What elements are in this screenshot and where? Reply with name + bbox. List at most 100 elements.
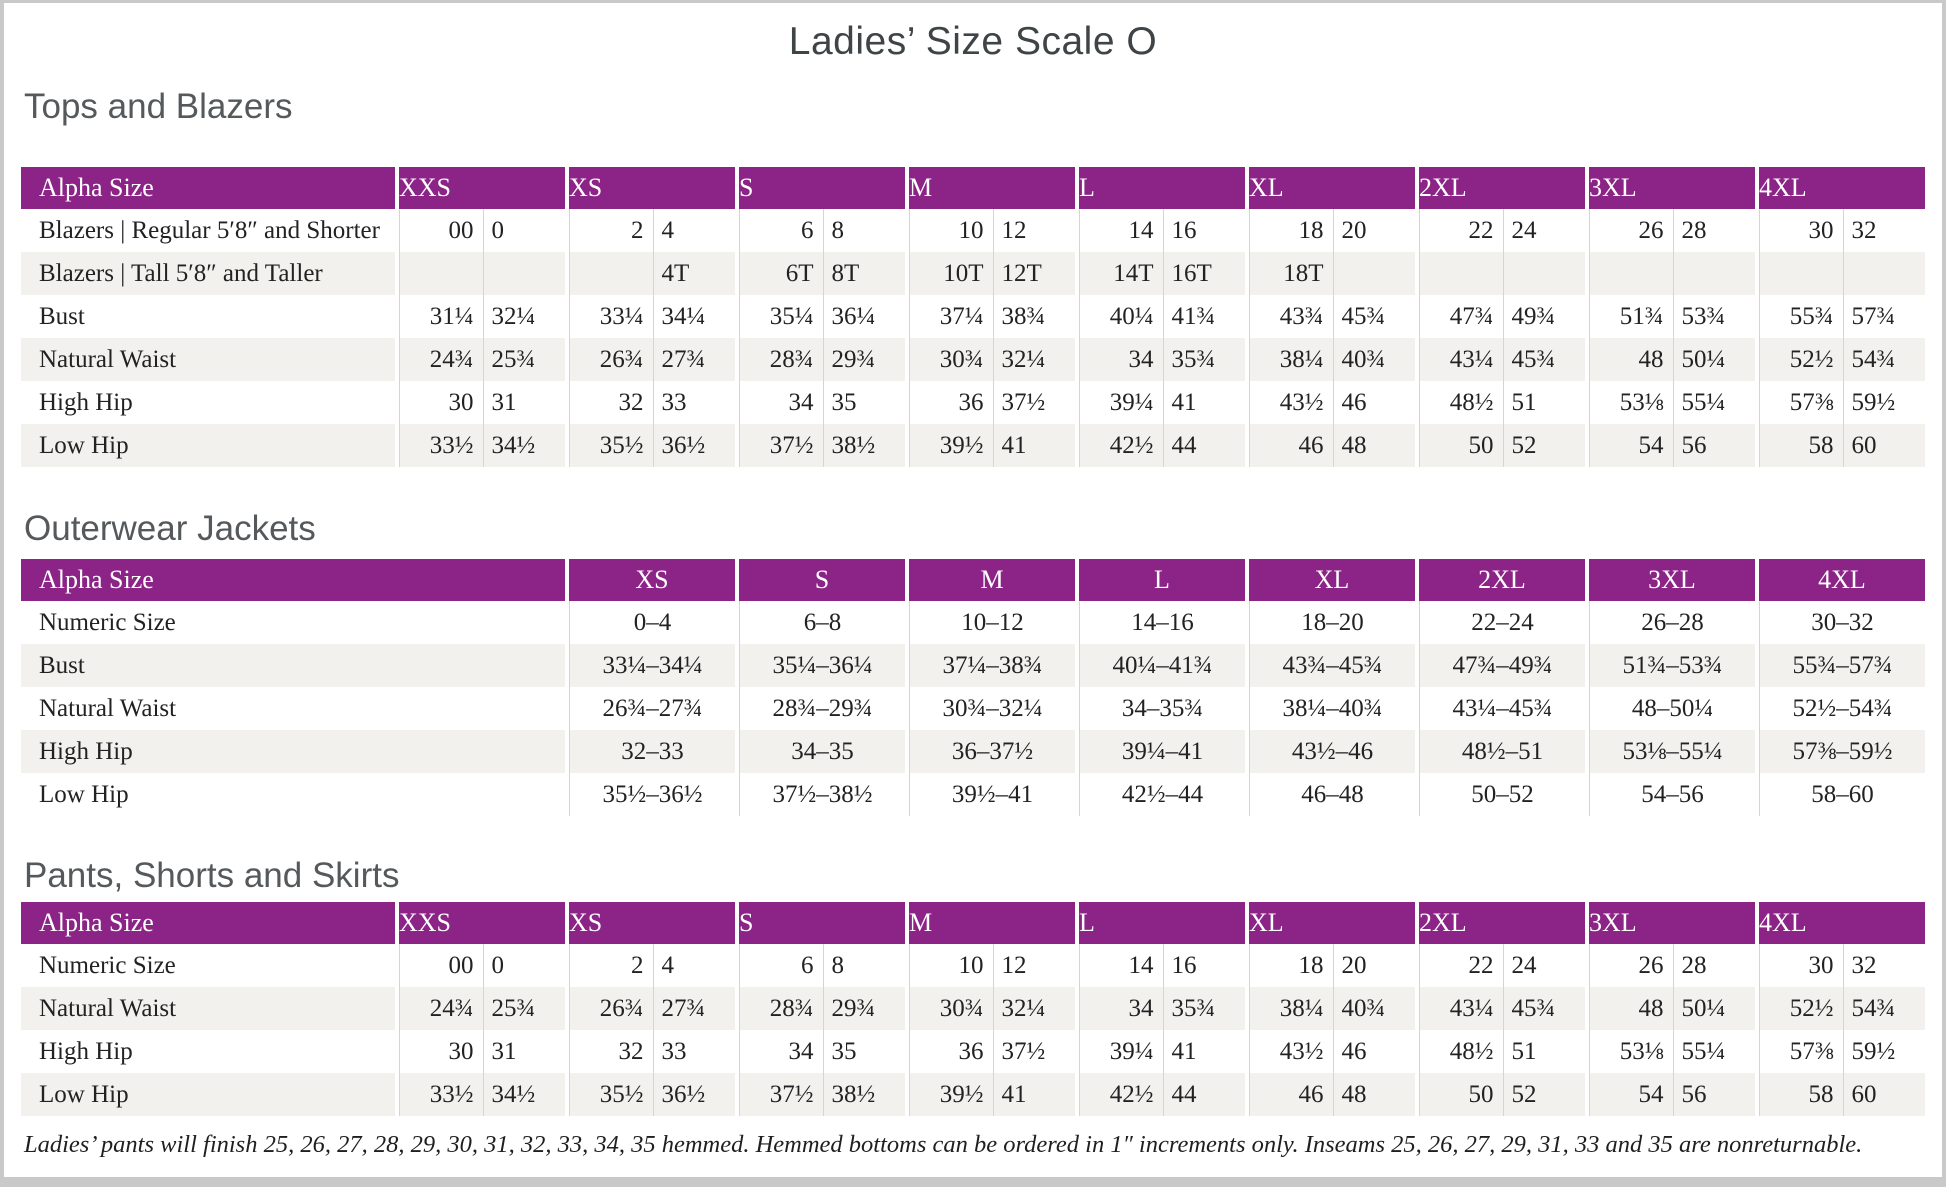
size-value: 34 xyxy=(788,389,814,416)
size-value: 43½ xyxy=(1279,389,1324,416)
section-heading: Pants, Shorts and Skirts xyxy=(24,856,400,895)
size-value xyxy=(1842,252,1926,295)
size-value: 8 xyxy=(822,209,906,252)
size-value: 30 xyxy=(1808,952,1834,979)
size-value: 52½ xyxy=(1789,346,1834,373)
size-pair-cell: 39¼ 41 xyxy=(1079,381,1245,424)
size-value: 25¾ xyxy=(482,338,566,381)
size-column-header: S xyxy=(739,559,905,601)
size-value: 41 xyxy=(992,1073,1076,1116)
size-value: 34½ xyxy=(482,424,566,467)
size-range-cell: 26¾–27¾ xyxy=(569,687,735,730)
size-value: 54¾ xyxy=(1842,987,1926,1030)
size-value: 00 xyxy=(448,217,474,244)
size-range-cell: 40¼–41¾ xyxy=(1079,644,1245,687)
size-pair-cell: 48½ 51 xyxy=(1419,381,1585,424)
row-label: Bust xyxy=(21,644,565,687)
size-pair-cell: 47¾ 49¾ xyxy=(1419,295,1585,338)
size-pair-cell: 58 60 xyxy=(1759,424,1925,467)
size-range-cell: 0–4 xyxy=(569,601,735,644)
size-value: 8 xyxy=(822,944,906,987)
size-value: 37½ xyxy=(992,381,1076,424)
size-value: 30 xyxy=(1808,217,1834,244)
size-pair-cell: 00 0 xyxy=(399,209,565,252)
size-range-cell: 34–35 xyxy=(739,730,905,773)
size-value: 12 xyxy=(992,209,1076,252)
size-value: 8T xyxy=(822,252,906,295)
table-row: High Hip 30 31 32 33 34 35 36 37½ 39¼ 41 43½ 46 48½ 51… xyxy=(21,1030,1925,1073)
size-value: 37½ xyxy=(992,1030,1076,1073)
size-pair-cell: 30 32 xyxy=(1759,209,1925,252)
size-pair-cell: 30¾ 32¼ xyxy=(909,987,1075,1030)
size-value: 55¼ xyxy=(1672,381,1756,424)
size-value: 43¾ xyxy=(1279,303,1324,330)
size-range-cell: 37¼–38¾ xyxy=(909,644,1075,687)
size-column-header: 4XL xyxy=(1759,902,1925,944)
size-value: 51 xyxy=(1502,381,1586,424)
size-pair-cell xyxy=(1759,252,1925,295)
size-pair-cell: 38¼ 40¾ xyxy=(1249,338,1415,381)
size-value: 32 xyxy=(1842,944,1926,987)
size-value: 26 xyxy=(1638,217,1664,244)
size-pair-cell: 43¾ 45¾ xyxy=(1249,295,1415,338)
size-pair-cell: 00 0 xyxy=(399,944,565,987)
size-column-header: XXS xyxy=(399,167,565,209)
size-range-cell: 35¼–36¼ xyxy=(739,644,905,687)
size-range-cell: 30–32 xyxy=(1759,601,1925,644)
size-pair-cell: 52½ 54¾ xyxy=(1759,987,1925,1030)
size-range-cell: 47¾–49¾ xyxy=(1419,644,1585,687)
size-pair-cell: 37¼ 38¾ xyxy=(909,295,1075,338)
size-range-cell: 52½–54¾ xyxy=(1759,687,1925,730)
size-pair-cell: 48½ 51 xyxy=(1419,1030,1585,1073)
size-value: 48 xyxy=(1332,424,1416,467)
size-value: 53⅛ xyxy=(1619,389,1664,416)
size-value: 0 xyxy=(482,944,566,987)
size-column-header: 3XL xyxy=(1589,902,1755,944)
size-column-header: 2XL xyxy=(1419,167,1585,209)
size-value: 45¾ xyxy=(1502,338,1586,381)
size-value: 10 xyxy=(958,952,984,979)
size-value: 38¼ xyxy=(1279,995,1324,1022)
size-value: 60 xyxy=(1842,424,1926,467)
row-label: Natural Waist xyxy=(39,695,177,722)
table-row: Low Hip 33½ 34½ 35½ 36½ 37½ 38½ 39½ 41 42½ 44 46 48 5… xyxy=(21,424,1925,467)
size-column-header: XS xyxy=(569,167,735,209)
size-value: 29¾ xyxy=(822,987,906,1030)
size-pair-cell xyxy=(1589,252,1755,295)
size-value: 32¼ xyxy=(992,338,1076,381)
size-value: 41 xyxy=(992,424,1076,467)
size-pair-cell: 51¾ 53¾ xyxy=(1589,295,1755,338)
size-value: 31¼ xyxy=(429,303,474,330)
size-value: 4 xyxy=(652,944,736,987)
size-pair-cell: 28¾ 29¾ xyxy=(739,987,905,1030)
size-value: 16T xyxy=(1162,252,1246,295)
size-pair-cell: 58 60 xyxy=(1759,1073,1925,1116)
size-column-header: 3XL xyxy=(1589,167,1755,209)
size-value: 48½ xyxy=(1449,389,1494,416)
size-value: 48½ xyxy=(1449,1038,1494,1065)
size-range-cell: 46–48 xyxy=(1249,773,1415,816)
size-value: 51 xyxy=(1502,1030,1586,1073)
size-value xyxy=(1760,252,1843,295)
row-label: Natural Waist xyxy=(21,987,395,1030)
size-pair-cell: 57⅜ 59½ xyxy=(1759,1030,1925,1073)
size-value: 46 xyxy=(1298,432,1324,459)
size-value: 20 xyxy=(1332,944,1416,987)
row-label: High Hip xyxy=(39,389,133,416)
size-value: 50 xyxy=(1468,432,1494,459)
size-range-cell: 30¾–32¼ xyxy=(909,687,1075,730)
size-table: Alpha Size XXS XS S M L XL 2XL 3XL 4XL Numeric Siz… xyxy=(21,902,1925,1116)
size-pair-cell: 34 35 xyxy=(739,1030,905,1073)
table-row: High Hip 32–33 34–35 36–37½ 39¼–41 43½–46 48½–… xyxy=(21,730,1925,773)
size-range-cell: 48–50¼ xyxy=(1589,687,1755,730)
size-range-cell: 39¼–41 xyxy=(1079,730,1245,773)
table-row: High Hip 30 31 32 33 34 35 36 37½ 39¼ 41 43½ 46 48½ 51… xyxy=(21,381,1925,424)
size-pair-cell: 30 31 xyxy=(399,381,565,424)
size-value: 2 xyxy=(631,952,644,979)
size-value: 51¾ xyxy=(1619,303,1664,330)
size-range-cell: 14–16 xyxy=(1079,601,1245,644)
size-value: 10T xyxy=(943,260,984,287)
size-value: 24¾ xyxy=(429,346,474,373)
size-value: 43¼ xyxy=(1449,346,1494,373)
